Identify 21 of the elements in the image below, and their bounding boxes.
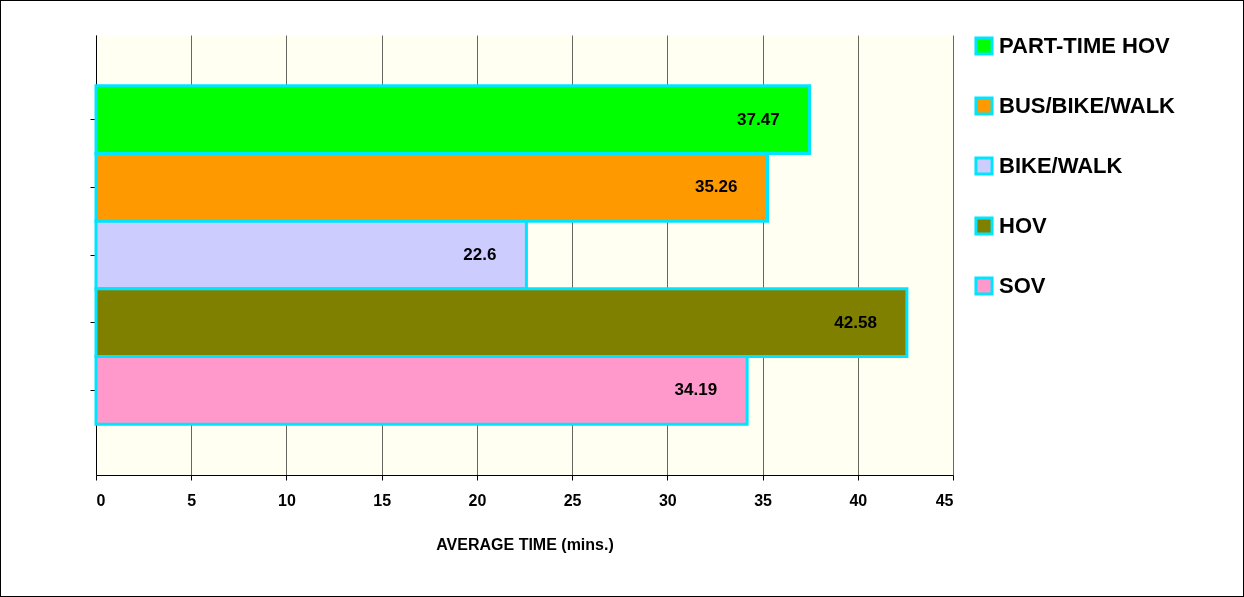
legend-label: HOV [999, 213, 1047, 238]
legend-label: PART-TIME HOV [999, 33, 1171, 58]
data-label: 35.26 [694, 177, 738, 197]
x-tick-label: 5 [187, 491, 197, 509]
x-tick-label: 10 [278, 491, 296, 509]
data-label: 22.6 [463, 245, 497, 264]
legend-label: BUS/BIKE/WALK [999, 93, 1176, 118]
data-label: 34.19 [674, 380, 718, 400]
x-tick-label: 35 [754, 491, 773, 509]
x-tick-label: 25 [563, 491, 582, 509]
x-tick-label: 45 [935, 491, 954, 509]
x-tick-label: 20 [468, 491, 487, 509]
x-tick-label: 0 [96, 491, 106, 509]
x-axis-title: AVERAGE TIME (mins.) [436, 535, 614, 553]
data-label: 37.47 [737, 109, 780, 129]
legend-label: BIKE/WALK [999, 153, 1123, 178]
legend-label: SOV [999, 273, 1046, 298]
data-label: 42.58 [834, 312, 877, 332]
x-tick-label: 15 [373, 491, 392, 509]
x-tick-label: 30 [658, 491, 677, 509]
x-tick-label: 40 [849, 491, 868, 509]
